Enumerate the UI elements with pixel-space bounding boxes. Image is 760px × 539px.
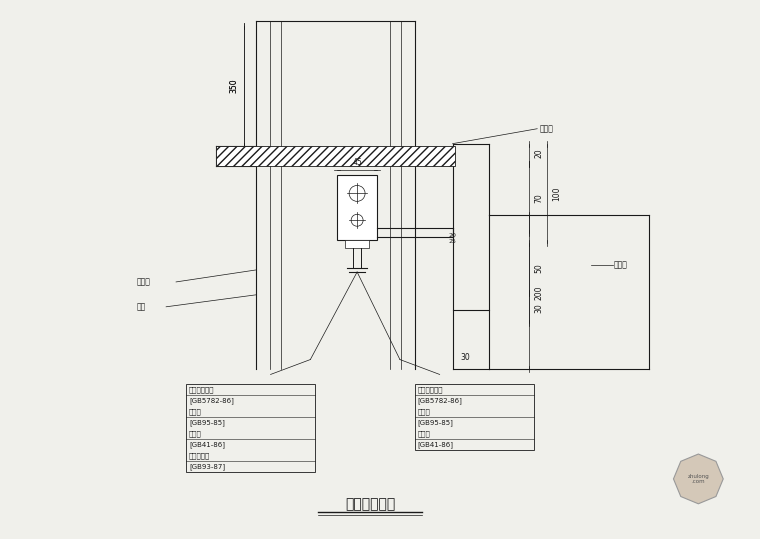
Text: 垫圈比: 垫圈比: [189, 430, 201, 437]
Text: 20
25: 20 25: [448, 233, 457, 244]
Text: 45: 45: [352, 158, 362, 167]
Text: 螺栓执行标准: 螺栓执行标准: [418, 386, 443, 393]
Text: [GB95-85]: [GB95-85]: [418, 419, 454, 426]
Text: [GB5782-86]: [GB5782-86]: [189, 397, 234, 404]
Bar: [345, 240, 369, 248]
Text: 螺栓执行标准: 螺栓执行标准: [189, 386, 214, 393]
Bar: [415, 384, 534, 450]
Text: 消防螺母比: 消防螺母比: [189, 452, 211, 459]
Text: 螺栓: 螺栓: [136, 302, 145, 312]
Text: [GB41-86]: [GB41-86]: [418, 441, 454, 448]
Text: 垫圈比: 垫圈比: [418, 430, 431, 437]
Text: 结构胶: 结构胶: [614, 260, 628, 270]
Text: [GB93-87]: [GB93-87]: [189, 463, 225, 470]
Text: 350: 350: [230, 79, 238, 93]
Text: 350: 350: [230, 79, 238, 93]
Text: 70: 70: [535, 194, 543, 203]
Text: [GB5782-86]: [GB5782-86]: [418, 397, 463, 404]
Text: 30: 30: [535, 303, 543, 313]
Bar: [337, 176, 377, 240]
Bar: [216, 146, 454, 165]
Text: [GB41-86]: [GB41-86]: [189, 441, 225, 448]
Text: 30: 30: [461, 353, 470, 362]
Text: 200: 200: [535, 285, 543, 300]
Bar: [186, 384, 315, 472]
Text: 连接板: 连接板: [136, 278, 150, 286]
Text: 20: 20: [535, 149, 543, 158]
Text: zhulong
.com: zhulong .com: [688, 474, 709, 485]
Text: 立柱安装节点: 立柱安装节点: [345, 497, 395, 511]
Text: 质量比: 质量比: [189, 409, 201, 415]
Text: 铝合金: 铝合金: [539, 124, 553, 133]
Text: [GB95-85]: [GB95-85]: [189, 419, 225, 426]
Text: 质量比: 质量比: [418, 409, 431, 415]
Text: 50: 50: [535, 263, 543, 273]
Text: 100: 100: [553, 186, 562, 201]
